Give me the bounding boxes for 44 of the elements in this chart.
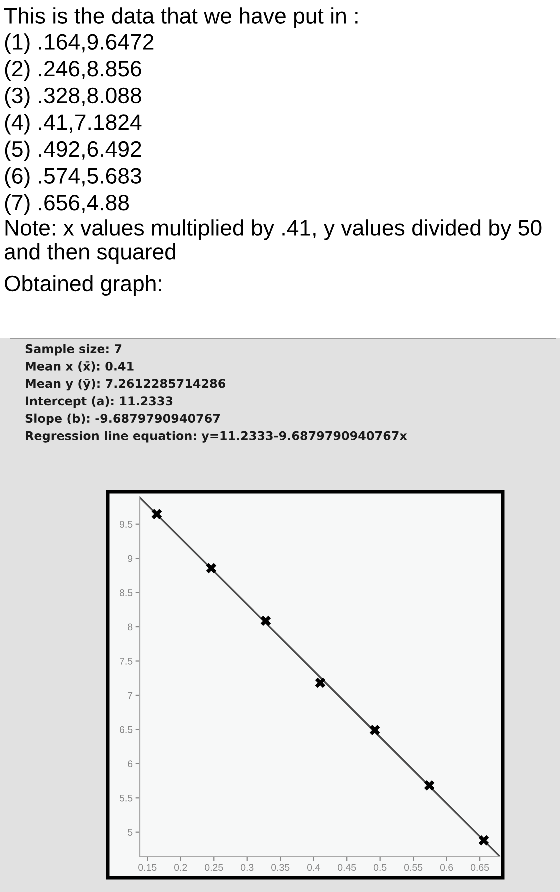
x-tick-label: 0.45 (338, 864, 356, 872)
point (315, 678, 326, 688)
point (206, 563, 217, 574)
y-tick-label: 5 (128, 829, 133, 836)
point (370, 725, 380, 736)
chart-title: This is the data that we have put in : (4, 8, 358, 28)
y-tick-label: 8.5 (120, 590, 133, 596)
y-tick-label: 7 (128, 692, 133, 699)
text: (6) .574,5.683 (5, 168, 142, 188)
y-tick-label: 8 (128, 624, 133, 631)
x-tick-label: 0.15 (138, 864, 157, 872)
text: Note: x values multiplied by .41, y values divided by 50 and then squared (4, 220, 542, 264)
point (260, 616, 272, 626)
x-tick-label: 0.6 (440, 864, 454, 872)
text: (1) .164,9.6472 (5, 34, 154, 54)
y-tick-label: 7.5 (120, 658, 133, 665)
y-tick-label: 9 (128, 555, 133, 562)
x-tick-label: 0.2 (174, 864, 188, 872)
x-tick-label: 0.5 (374, 864, 387, 872)
text: Regression line equation: y=11.2333-9.6879790940767x (26, 431, 408, 443)
point (478, 835, 490, 846)
x-tick-label: 0.25 (205, 864, 224, 872)
x-tick-label: 0.35 (272, 864, 290, 872)
text: Mean x (x̄): 0.41 (26, 362, 134, 372)
y-tick-label: 6 (128, 760, 133, 768)
text: Intercept (a): 11.2333 (26, 396, 173, 408)
text: (4) .41,7.1824 (5, 114, 142, 135)
text: (5) .492,6.492 (5, 140, 142, 162)
y-tick-label: 9.5 (120, 521, 133, 528)
x-tick-label: 0.55 (404, 864, 423, 872)
text: Sample size: 7 (26, 344, 122, 356)
text: (2) .246,8.856 (5, 60, 142, 82)
x-tick-label: 0.4 (307, 864, 320, 872)
text: Mean y (ȳ): 7.2612285714286 (26, 378, 226, 391)
y-tick-label: 5.5 (120, 794, 133, 802)
text: Obtained graph: (5, 275, 162, 296)
x-tick-label: 0.3 (240, 864, 254, 872)
point (152, 509, 162, 520)
text: (3) .328,8.088 (5, 87, 142, 108)
x-tick-label: 0.65 (470, 864, 490, 872)
text: Slope (b): -9.6879790940767 (26, 414, 220, 426)
point (424, 780, 435, 791)
y-tick-label: 6.5 (120, 726, 133, 734)
text: (7) .656,4.88 (5, 194, 130, 216)
